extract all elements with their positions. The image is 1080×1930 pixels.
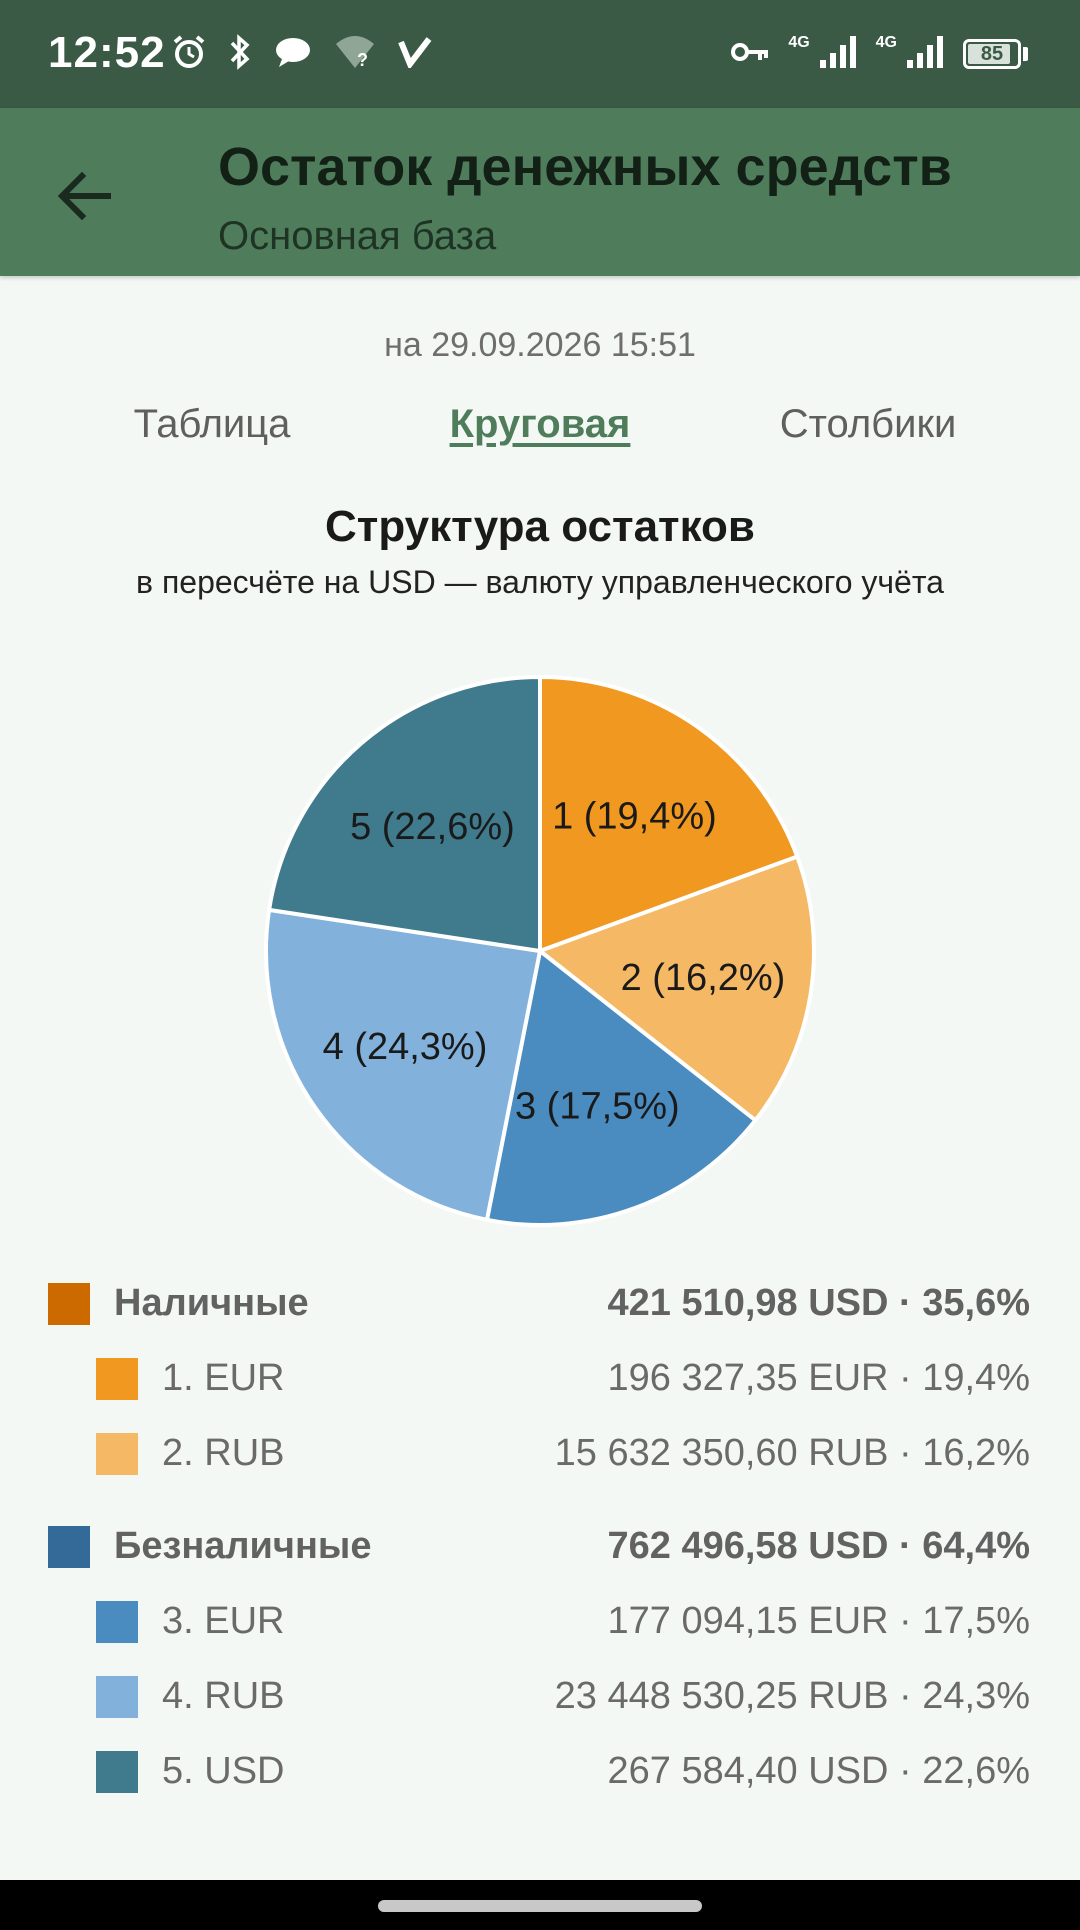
pie-slice-5[interactable] [266,674,542,954]
legend-item-row: 4. RUB 23 448 530,25 RUB · 24,3% [0,1667,1080,1727]
legend-item-row: 3. EUR 177 094,15 EUR · 17,5% [0,1592,1080,1652]
legend-swatch [48,1526,90,1568]
status-bar: 12:52 ? 4G 4G 85 [0,0,1080,108]
as-of-date: на 29.09.2026 15:51 [384,326,696,364]
network-label-2: 4G [875,34,897,51]
legend-label: 1. EUR [162,1357,285,1399]
legend-value: 196 327,35 EUR · 19,4% [607,1357,1031,1399]
page-title: Остаток денежных средств [218,137,952,197]
status-left-icons: ? [172,30,432,78]
chart-title: Структура остатков [325,502,755,551]
alarm-icon [172,34,206,75]
tab-pie[interactable]: Круговая [449,402,631,446]
arrow-left-icon [57,171,111,221]
legend-value: 421 510,98 USD · 35,6% [607,1282,1031,1324]
tab-bars[interactable]: Столбики [779,402,957,446]
legend-item-row: 1. EUR 196 327,35 EUR · 19,4% [0,1349,1080,1409]
legend-swatch [96,1676,138,1718]
pie-slice-1[interactable] [538,674,800,954]
chat-icon [274,35,312,74]
legend-item-row: 2. RUB 15 632 350,60 RUB · 16,2% [0,1424,1080,1484]
legend-swatch [96,1433,138,1475]
legend-swatch [48,1283,90,1325]
legend-swatch [96,1601,138,1643]
legend-label: 4. RUB [162,1675,285,1717]
svg-text:?: ? [357,50,368,70]
legend-value: 15 632 350,60 RUB · 16,2% [554,1432,1030,1474]
view-tabs: Таблица Круговая Столбики [0,402,1080,462]
pie-slice-label-2: 2 (16,2%) [621,957,786,999]
signal-4g-icon [818,34,858,75]
battery-icon: 85 [963,39,1028,69]
bluetooth-icon [228,33,252,76]
legend-label: 2. RUB [162,1432,285,1474]
home-handle[interactable] [378,1900,702,1912]
legend-value: 23 448 530,25 RUB · 24,3% [554,1675,1030,1717]
v-logo-icon [398,36,432,73]
chart-subtitle: в пересчёте на USD — валюту управленческ… [136,564,944,600]
pie-slice-label-3: 3 (17,5%) [515,1086,680,1128]
legend-group-row: Наличные 421 510,98 USD · 35,6% [0,1274,1080,1334]
legend-value: 762 496,58 USD · 64,4% [607,1525,1031,1567]
tab-table[interactable]: Таблица [133,402,291,446]
legend-swatch [96,1358,138,1400]
vpn-key-icon [730,39,770,70]
wifi-question-icon: ? [334,34,376,75]
pie-slice-label-4: 4 (24,3%) [323,1026,488,1068]
status-right-icons: 4G 4G 85 [730,30,1028,78]
back-button[interactable] [40,152,128,240]
legend-label: Наличные [114,1282,309,1324]
battery-body: 85 [963,39,1021,69]
legend-swatch [96,1751,138,1793]
legend-value: 267 584,40 USD · 22,6% [607,1750,1031,1792]
battery-tip [1023,47,1028,61]
pie-slice-4[interactable] [264,907,543,1223]
network-label-1: 4G [788,34,810,51]
navigation-bar [0,1880,1080,1930]
page-subtitle: Основная база [218,214,497,258]
pie-slice-label-1: 1 (19,4%) [552,796,717,838]
legend-value: 177 094,15 EUR · 17,5% [607,1600,1031,1642]
pie-slice-label-5: 5 (22,6%) [350,806,515,848]
legend-item-row: 5. USD 267 584,40 USD · 22,6% [0,1742,1080,1802]
legend-label: 3. EUR [162,1600,285,1642]
pie-slice-3[interactable] [484,947,759,1227]
legend-label: 5. USD [162,1750,285,1792]
battery-fill [968,44,1010,64]
legend-label: Безналичные [114,1525,372,1567]
status-time: 12:52 [48,28,166,77]
battery-level: 85 [980,42,1004,65]
signal-4g-icon [905,34,945,75]
app-bar: Остаток денежных средств Основная база [0,108,1080,276]
pie-slice-2[interactable] [535,854,816,1124]
legend-group-row: Безналичные 762 496,58 USD · 64,4% [0,1517,1080,1577]
